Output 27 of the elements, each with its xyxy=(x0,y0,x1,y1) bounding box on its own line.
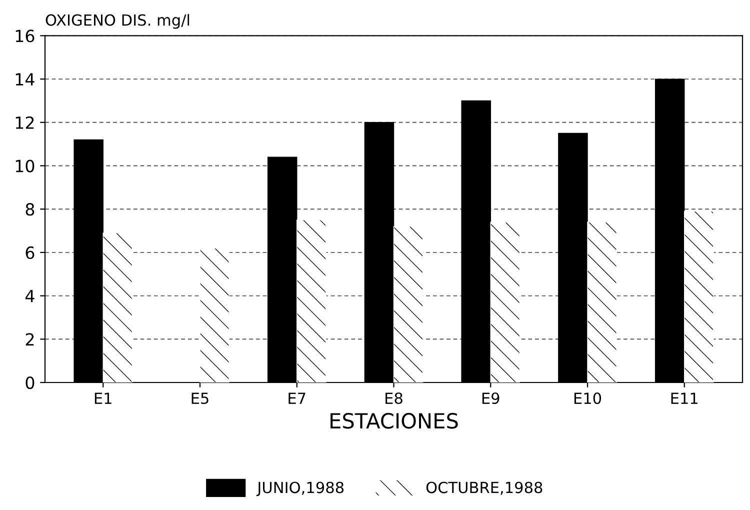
bar xyxy=(200,248,230,382)
x-axis-title: ESTACIONES xyxy=(330,412,458,429)
x-tick-label: E8 xyxy=(386,392,402,404)
bar xyxy=(102,232,133,382)
bar xyxy=(296,220,326,382)
x-tick-label: E10 xyxy=(574,392,602,404)
bar xyxy=(490,222,520,382)
y-tick-label: 4 xyxy=(25,290,34,302)
bar xyxy=(393,226,424,382)
y-tick-label: 2 xyxy=(26,333,34,346)
x-tick-label: E7 xyxy=(288,392,306,404)
y-axis-title: OXIGENO DIS. mg/l xyxy=(46,14,190,29)
bar xyxy=(684,210,714,382)
bar xyxy=(587,222,617,382)
legend-label: JUNIO,1988 xyxy=(256,482,344,496)
y-tick-label: 10 xyxy=(16,160,34,172)
legend-label: OCTUBRE,1988 xyxy=(426,482,542,495)
x-tick-label: E5 xyxy=(192,392,208,404)
x-tick-label: E9 xyxy=(482,392,500,404)
y-tick-label: 6 xyxy=(26,246,34,260)
y-tick-label: 12 xyxy=(16,116,34,129)
y-tick-label: 8 xyxy=(26,203,34,216)
y-tick-label: 0 xyxy=(26,376,34,390)
y-tick-label: 14 xyxy=(16,73,34,86)
x-tick-label: E1 xyxy=(94,392,112,404)
x-tick-label: E11 xyxy=(671,392,698,404)
y-tick-label: 16 xyxy=(16,30,34,42)
